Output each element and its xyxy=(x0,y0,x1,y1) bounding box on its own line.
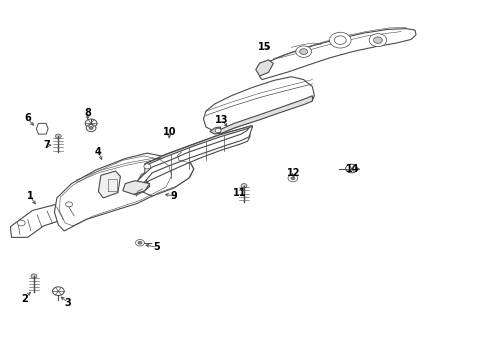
Polygon shape xyxy=(36,123,48,134)
Circle shape xyxy=(17,220,25,226)
Text: 13: 13 xyxy=(215,115,228,125)
Circle shape xyxy=(369,34,387,46)
Circle shape xyxy=(296,46,312,57)
Circle shape xyxy=(86,125,96,132)
Circle shape xyxy=(66,202,73,207)
Circle shape xyxy=(85,119,97,128)
Text: 14: 14 xyxy=(346,164,359,174)
Polygon shape xyxy=(134,126,252,195)
Circle shape xyxy=(373,37,382,43)
Polygon shape xyxy=(256,60,273,76)
Polygon shape xyxy=(98,171,121,198)
Polygon shape xyxy=(137,159,194,196)
Circle shape xyxy=(334,36,346,44)
Text: 1: 1 xyxy=(26,191,33,201)
Text: 15: 15 xyxy=(258,42,271,52)
Text: 8: 8 xyxy=(84,108,91,118)
Circle shape xyxy=(52,287,64,296)
Circle shape xyxy=(89,127,93,130)
Text: 12: 12 xyxy=(287,168,300,178)
Polygon shape xyxy=(123,181,150,194)
Text: 7: 7 xyxy=(44,140,50,150)
Text: 10: 10 xyxy=(163,127,176,136)
Circle shape xyxy=(136,239,145,246)
Polygon shape xyxy=(132,127,252,192)
Text: 3: 3 xyxy=(65,298,72,308)
Circle shape xyxy=(330,32,351,48)
Polygon shape xyxy=(10,200,86,237)
Polygon shape xyxy=(54,153,176,231)
Polygon shape xyxy=(203,77,315,134)
Text: 4: 4 xyxy=(95,147,102,157)
Circle shape xyxy=(138,241,142,244)
Circle shape xyxy=(288,175,298,182)
Polygon shape xyxy=(210,127,220,134)
Circle shape xyxy=(300,49,308,54)
Circle shape xyxy=(55,134,61,138)
Polygon shape xyxy=(220,96,313,134)
Circle shape xyxy=(241,184,247,188)
Circle shape xyxy=(345,164,357,173)
Text: 9: 9 xyxy=(171,191,177,201)
Text: 2: 2 xyxy=(22,294,28,304)
Circle shape xyxy=(31,274,37,278)
Polygon shape xyxy=(145,126,252,166)
Circle shape xyxy=(144,164,151,169)
Circle shape xyxy=(215,129,221,133)
Text: 11: 11 xyxy=(233,188,247,198)
Circle shape xyxy=(291,177,295,180)
Text: 6: 6 xyxy=(24,113,31,123)
Polygon shape xyxy=(260,29,416,80)
Text: 5: 5 xyxy=(154,242,160,252)
